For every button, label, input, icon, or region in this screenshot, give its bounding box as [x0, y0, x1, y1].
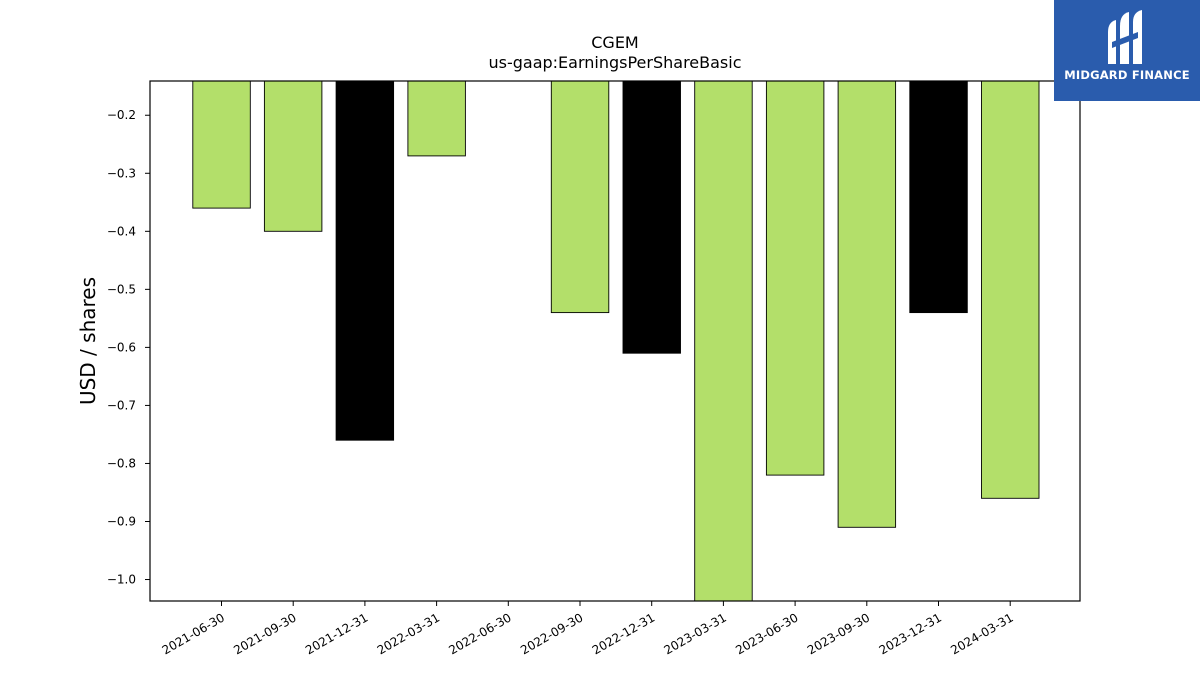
x-tick-label: 2021-12-31 [303, 610, 370, 657]
y-tick-label: −1.0 [107, 573, 136, 587]
bar-2023-06-30 [765, 80, 825, 476]
midgard-logo-mark-icon [1108, 10, 1142, 64]
x-tick-label: 2022-12-31 [590, 610, 657, 657]
y-tick-label: −0.8 [107, 456, 136, 470]
y-axis-label: USD / shares [76, 277, 100, 405]
bar-2022-09-30 [550, 80, 610, 314]
bar-2021-12-31 [335, 80, 395, 441]
y-tick-label: −0.2 [107, 108, 136, 122]
x-tick-label: 2023-03-31 [661, 610, 728, 657]
x-tick-label: 2021-09-30 [231, 610, 298, 657]
bars-group [192, 80, 1040, 602]
bar-2023-12-31 [909, 80, 968, 314]
y-tick-label: −0.7 [107, 398, 136, 412]
bar-2021-06-30 [192, 80, 251, 209]
chart-subtitle: us-gaap:EarningsPerShareBasic [488, 53, 741, 72]
y-tick-label: −0.9 [107, 514, 136, 528]
bar-2022-12-31 [622, 80, 681, 354]
midgard-finance-logo: MIDGARD FINANCE [1054, 0, 1200, 101]
bar-2023-03-31 [694, 80, 753, 602]
x-tick-label: 2022-03-31 [375, 610, 442, 657]
bar-2023-09-30 [837, 80, 897, 528]
x-tick-label: 2024-03-31 [948, 610, 1015, 657]
x-tick-label: 2022-09-30 [518, 610, 585, 657]
logo-text: MIDGARD FINANCE [1064, 68, 1190, 82]
y-tick-label: −0.3 [107, 166, 136, 180]
x-tick-label: 2023-09-30 [805, 610, 872, 657]
x-tick-label: 2022-06-30 [446, 610, 513, 657]
x-tick-label: 2023-12-31 [877, 610, 944, 657]
y-tick-label: −0.4 [107, 224, 136, 238]
y-tick-label: −0.6 [107, 340, 136, 354]
plot-frame [149, 80, 1081, 602]
x-tick-label: 2021-06-30 [160, 610, 227, 657]
bar-2024-03-31 [981, 80, 1040, 499]
y-tick-label: −0.5 [107, 282, 136, 296]
bar-2021-09-30 [263, 80, 323, 232]
bar-2022-03-31 [407, 80, 466, 157]
chart-title: CGEM [591, 33, 638, 52]
x-tick-label: 2023-06-30 [733, 610, 800, 657]
